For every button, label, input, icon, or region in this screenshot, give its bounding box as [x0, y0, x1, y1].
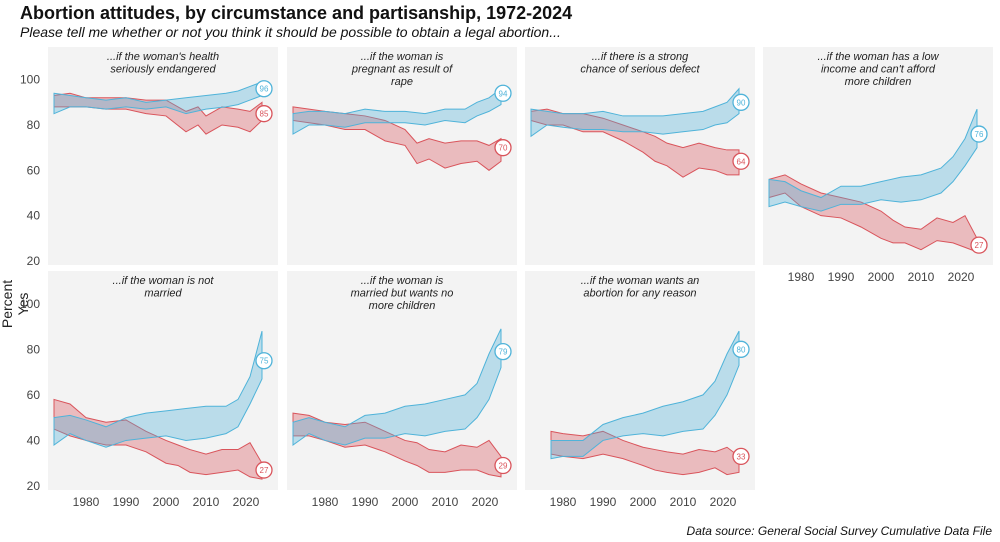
panel-background: [48, 271, 278, 490]
panel-title: ...if there is a strong chance of serious…: [580, 51, 700, 76]
x-tick-label: 2000: [868, 270, 895, 284]
democrat-end-label: 79: [499, 348, 508, 357]
x-tick-label: 1990: [113, 495, 140, 509]
x-tick-label: 1990: [828, 270, 855, 284]
democrat-band: [292, 87, 502, 135]
democrat-band: [53, 330, 263, 448]
panel-title: ...if the woman is married but wants no mo…: [351, 275, 454, 312]
panel-background: [763, 47, 993, 265]
x-tick-label: 2000: [153, 495, 180, 509]
democrat-end-label-marker: [494, 342, 512, 361]
y-tick-label: 80: [27, 118, 41, 132]
republican-end-label-marker: [255, 461, 273, 479]
republican-band: [292, 412, 502, 478]
x-tick-label: 2020: [710, 495, 737, 509]
republican-end-label: 70: [499, 144, 508, 153]
y-tick-label: 60: [27, 388, 41, 402]
y-tick-label: 20: [27, 479, 41, 493]
republican-end-label-marker: [732, 447, 750, 466]
democrat-end-label-marker: [732, 340, 750, 358]
x-tick-label: 2020: [948, 270, 975, 284]
democrat-end-label-marker: [494, 84, 512, 102]
republican-end-label: 27: [260, 466, 269, 475]
y-tick-label: 100: [20, 297, 40, 311]
y-tick-label: 60: [27, 163, 41, 177]
democrat-band: [768, 108, 978, 212]
x-tick-label: 1990: [590, 495, 617, 509]
republican-end-label: 64: [737, 157, 746, 166]
democrat-end-label: 75: [260, 357, 269, 366]
panel-background: [287, 47, 517, 265]
x-tick-label: 2010: [670, 495, 697, 509]
republican-end-label: 33: [737, 452, 746, 461]
x-tick-label: 2000: [630, 495, 657, 509]
x-tick-label: 2010: [193, 495, 220, 509]
democrat-band: [530, 87, 740, 138]
democrat-band: [292, 328, 502, 446]
democrat-band: [550, 330, 740, 460]
y-tick-label: 40: [27, 209, 41, 223]
x-tick-label: 1980: [312, 495, 339, 509]
panel-background: [525, 271, 755, 490]
democrat-end-label: 76: [975, 130, 984, 139]
data-source-note: Data source: General Social Survey Cumul…: [686, 524, 992, 538]
x-tick-label: 2010: [432, 495, 459, 509]
x-tick-label: 2020: [472, 495, 499, 509]
panel-title: ...if the woman is pregnant as result of r…: [351, 51, 453, 88]
democrat-end-label-marker: [970, 125, 988, 143]
chart-title: Abortion attitudes, by circumstance and …: [20, 3, 573, 23]
republican-end-label-marker: [732, 152, 750, 170]
republican-band: [292, 106, 502, 171]
x-tick-label: 1990: [352, 495, 379, 509]
democrat-end-label-marker: [255, 352, 273, 370]
republican-end-label: 29: [499, 462, 508, 471]
republican-band: [53, 398, 263, 480]
republican-end-label-marker: [494, 139, 512, 157]
panel-background: [525, 47, 755, 265]
x-tick-label: 2010: [908, 270, 935, 284]
chart-subtitle: Please tell me whether or not you think …: [20, 24, 561, 40]
republican-band: [550, 430, 740, 476]
panel-title: ...if the woman is not married: [113, 275, 215, 300]
panel-background: [48, 47, 278, 265]
republican-end-label-marker: [970, 236, 988, 254]
x-tick-label: 2020: [233, 495, 260, 509]
y-tick-label: 100: [20, 73, 40, 87]
democrat-end-label: 94: [499, 89, 508, 98]
x-tick-label: 2000: [392, 495, 419, 509]
x-tick-label: 1980: [788, 270, 815, 284]
republican-end-label-marker: [494, 456, 512, 475]
republican-end-label-marker: [255, 105, 273, 123]
democrat-end-label: 80: [737, 345, 746, 354]
republican-end-label: 85: [260, 110, 269, 119]
panel-title: ...if the woman's health seriously endang…: [107, 51, 219, 76]
democrat-end-label-marker: [255, 80, 273, 98]
y-tick-label: 80: [27, 342, 41, 356]
panel-title: ...if the woman has a low income and can'…: [817, 51, 939, 88]
republican-band: [530, 108, 740, 178]
y-tick-label: 20: [27, 254, 41, 268]
y-tick-label: 40: [27, 433, 41, 447]
democrat-end-label: 90: [737, 98, 746, 107]
x-tick-label: 1980: [73, 495, 100, 509]
panel-title: ...if the woman wants an abortion for any…: [581, 275, 700, 300]
x-tick-label: 1980: [550, 495, 577, 509]
republican-end-label: 27: [975, 241, 984, 250]
democrat-end-label-marker: [732, 93, 750, 111]
democrat-end-label: 96: [260, 85, 269, 94]
